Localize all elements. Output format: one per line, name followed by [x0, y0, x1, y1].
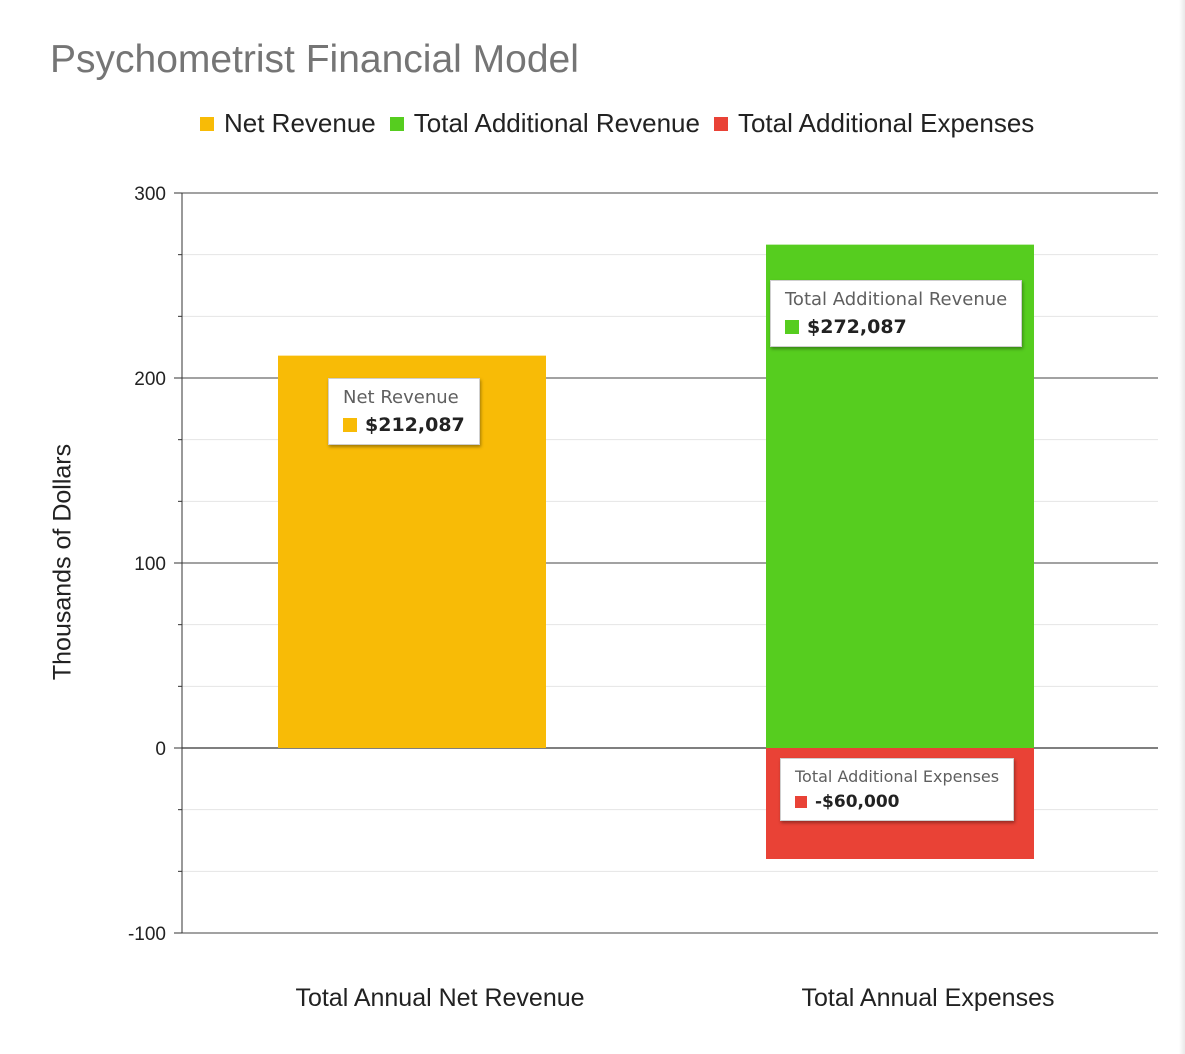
tooltip-net-revenue: Net Revenue $212,087 [328, 377, 480, 445]
tooltip-total-additional-revenue-swatch [785, 319, 799, 334]
y-tick-label: 200 [134, 369, 166, 390]
tooltip-total-additional-revenue-label: Total Additional Revenue [785, 288, 1008, 310]
legend-item-net-revenue[interactable]: Net Revenue [200, 108, 376, 139]
tooltip-net-revenue-value: $212,087 [365, 413, 465, 436]
tooltip-net-revenue-label: Net Revenue [343, 386, 459, 408]
y-tick-label: 100 [134, 554, 166, 575]
legend-swatch-net-revenue [200, 116, 214, 131]
tooltip-total-additional-expenses: Total Additional Expenses -$60,000 [780, 758, 1015, 821]
y-tick-label: -100 [128, 924, 166, 945]
legend-swatch-total-additional-expenses [713, 116, 728, 131]
legend-item-total-additional-revenue[interactable]: Total Additional Revenue [389, 108, 700, 139]
y-tick-label: 0 [155, 739, 166, 760]
tooltip-total-additional-expenses-swatch [795, 796, 807, 808]
legend-label-total-additional-expenses: Total Additional Expenses [737, 108, 1035, 138]
chart-title: Psychometrist Financial Model [50, 38, 579, 81]
tooltip-total-additional-expenses-label: Total Additional Expenses [795, 767, 1000, 786]
x-category-label: Total Annual Expenses [802, 984, 1055, 1012]
tooltip-net-revenue-swatch [343, 417, 357, 432]
x-category-label: Total Annual Net Revenue [295, 984, 584, 1012]
tooltip-total-additional-expenses-value: -$60,000 [815, 792, 900, 812]
legend-item-total-additional-expenses[interactable]: Total Additional Expenses [713, 108, 1035, 139]
tooltip-total-additional-revenue: Total Additional Revenue $272,087 [770, 279, 1023, 347]
legend-label-total-additional-revenue: Total Additional Revenue [413, 108, 700, 138]
legend: Net Revenue Total Additional Revenue Tot… [200, 108, 1034, 139]
tooltip-total-additional-revenue-value: $272,087 [807, 315, 907, 338]
legend-label-net-revenue: Net Revenue [224, 108, 376, 138]
y-tick-label: 300 [134, 184, 166, 205]
window-edge-shade [1179, 0, 1185, 1054]
legend-swatch-total-additional-revenue [389, 116, 404, 131]
